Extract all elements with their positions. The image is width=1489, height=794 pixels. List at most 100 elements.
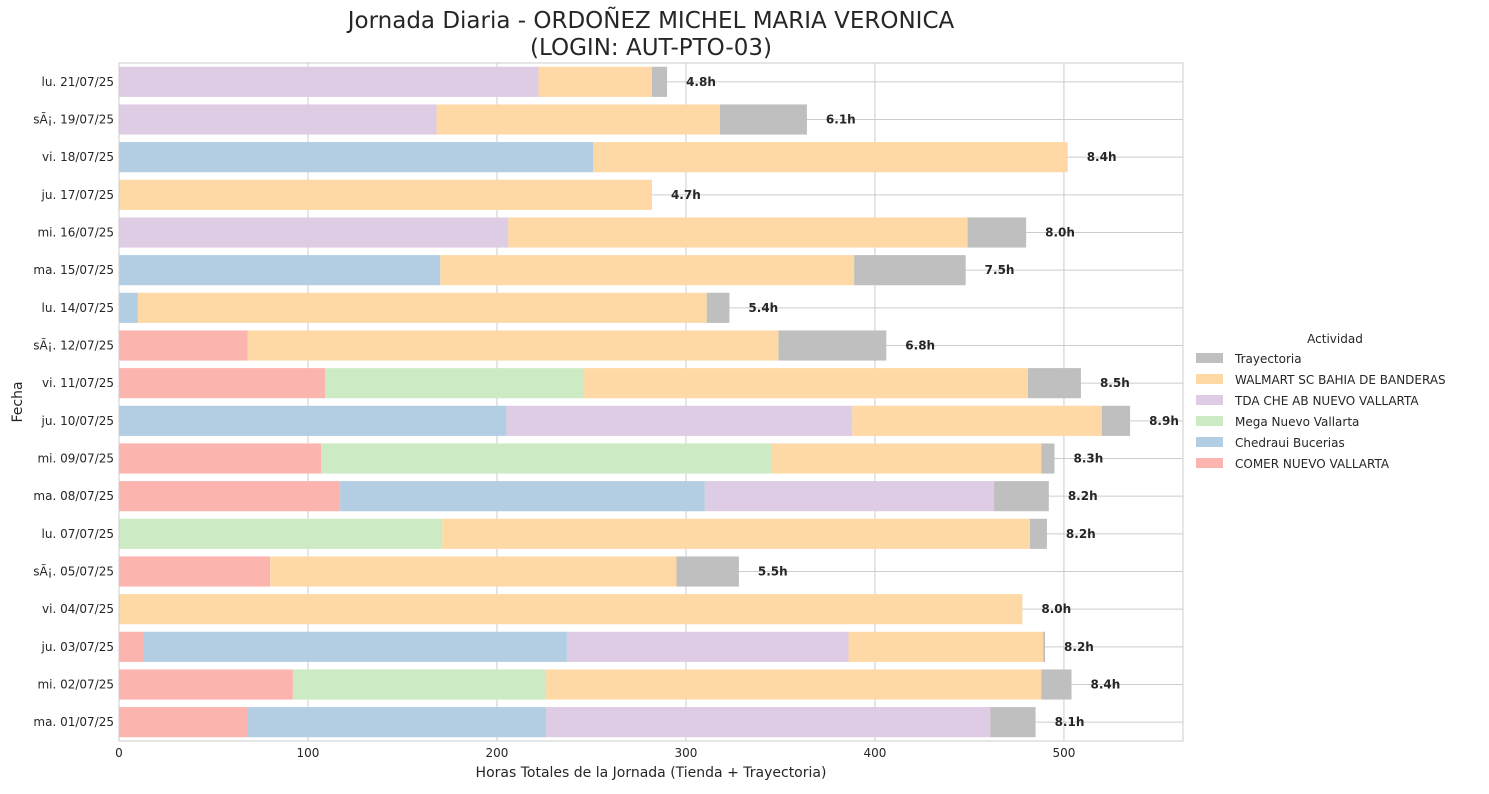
bar-segment (119, 292, 138, 323)
bar-segment (848, 631, 1044, 662)
y-tick-label: mi. 02/07/25 (37, 678, 114, 692)
total-label: 6.8h (905, 339, 935, 353)
bar-segment (676, 556, 739, 587)
y-tick-label: lu. 14/07/25 (42, 301, 114, 315)
total-label: 8.1h (1055, 715, 1085, 729)
bar-segment (340, 481, 705, 512)
y-tick-label: sÃ¡. 19/07/25 (33, 112, 114, 127)
bar-segment (119, 669, 293, 700)
y-tick-label: ju. 03/07/25 (41, 640, 114, 654)
bar-segment (119, 330, 248, 361)
legend: Actividad Trayectoria WALMART SC BAHIA DE… (1196, 332, 1446, 471)
bar-segment (324, 368, 584, 399)
bar-segment (771, 443, 1042, 474)
bar-segment (1029, 518, 1047, 549)
y-tick-label: vi. 04/07/25 (42, 602, 114, 616)
bar-segment (119, 707, 248, 738)
legend-entry: Chedraui Bucerias (1235, 436, 1345, 450)
bar-segment (137, 292, 707, 323)
bar-segment (719, 104, 807, 135)
bars (119, 66, 1131, 738)
y-tick-label: vi. 11/07/25 (42, 376, 114, 390)
total-labels: 4.8h 6.1h 8.4h 4.7h 8.0h 7.5h 5.4h 6.8h 8.5h 8.9h… (671, 75, 1179, 729)
bar-segment (119, 556, 271, 587)
total-label: 8.0h (1045, 226, 1075, 240)
bar-segment (1041, 443, 1055, 474)
total-label: 8.4h (1090, 678, 1120, 692)
bar-segment (990, 707, 1036, 738)
chart-title: Jornada Diaria - ORDOÑEZ MICHEL MARIA VE… (346, 6, 955, 34)
legend-entry: Mega Nuevo Vallarta (1235, 415, 1359, 429)
legend-entry: COMER NUEVO VALLARTA (1235, 457, 1390, 471)
x-tick-label: 500 (1052, 746, 1075, 760)
total-label: 8.4h (1087, 150, 1117, 164)
bar-segment (1028, 368, 1081, 399)
bar-segment (119, 481, 341, 512)
x-tick-label: 200 (486, 746, 509, 760)
total-label: 8.0h (1041, 602, 1071, 616)
y-tick-label: sÃ¡. 05/07/25 (33, 564, 114, 579)
bar-segment (1041, 669, 1072, 700)
bar-segment (508, 217, 968, 248)
bar-segment (651, 66, 668, 97)
y-tick-label: lu. 21/07/25 (42, 75, 114, 89)
y-tick-label: lu. 07/07/25 (42, 527, 114, 541)
y-tick-label: ma. 01/07/25 (33, 715, 114, 729)
total-label: 5.5h (758, 565, 788, 579)
bar-segment (436, 104, 720, 135)
bar-segment (994, 481, 1049, 512)
bar-segment (119, 631, 144, 662)
y-tick-label: vi. 18/07/25 (42, 150, 114, 164)
bar-segment (967, 217, 1027, 248)
bar-segment (704, 481, 995, 512)
bar-segment (119, 368, 325, 399)
total-label: 6.1h (826, 113, 856, 127)
bar-segment (546, 669, 1042, 700)
bar-segment (854, 255, 966, 286)
x-tick-label: 300 (675, 746, 698, 760)
y-tick-label: ma. 15/07/25 (33, 263, 114, 277)
legend-swatch (1196, 353, 1223, 363)
chart-subtitle: (LOGIN: AUT-PTO-03) (530, 35, 772, 61)
bar-segment (119, 255, 441, 286)
legend-swatch (1196, 416, 1223, 426)
bar-segment (566, 631, 849, 662)
legend-swatch (1196, 395, 1223, 405)
bar-segment (442, 518, 1030, 549)
bar-segment (119, 405, 507, 436)
legend-entry: Trayectoria (1234, 352, 1302, 366)
x-axis-label: Horas Totales de la Jornada (Tienda + Tr… (476, 765, 827, 781)
y-axis-label: Fecha (10, 381, 26, 422)
x-tick-labels: 0 100 200 300 400 500 (115, 746, 1075, 760)
total-label: 8.2h (1066, 527, 1096, 541)
total-label: 8.2h (1068, 489, 1098, 503)
bar-segment (538, 66, 652, 97)
bar-segment (119, 104, 437, 135)
legend-swatch (1196, 374, 1223, 384)
legend-swatch (1196, 458, 1223, 468)
total-label: 8.5h (1100, 376, 1130, 390)
legend-entry: WALMART SC BAHIA DE BANDERAS (1235, 373, 1446, 387)
bar-segment (119, 179, 652, 210)
plot-frame (118, 62, 1184, 742)
y-tick-labels: lu. 21/07/25 sÃ¡. 19/07/25 vi. 18/07/25 ju.… (33, 75, 114, 729)
total-label: 8.9h (1149, 414, 1179, 428)
total-label: 4.7h (671, 188, 701, 202)
bar-segment (506, 405, 853, 436)
y-tick-label: ma. 08/07/25 (33, 489, 114, 503)
bar-segment (1043, 631, 1046, 662)
x-tick-label: 400 (863, 746, 886, 760)
legend-swatch (1196, 437, 1223, 447)
bar-segment (778, 330, 887, 361)
bar-segment (292, 669, 547, 700)
bar-segment (593, 142, 1068, 173)
bar-segment (1101, 405, 1131, 436)
total-label: 4.8h (686, 75, 716, 89)
bar-segment (119, 518, 443, 549)
bar-segment (119, 142, 594, 173)
bar-segment (143, 631, 567, 662)
x-tick-label: 0 (115, 746, 123, 760)
bar-segment (119, 217, 509, 248)
